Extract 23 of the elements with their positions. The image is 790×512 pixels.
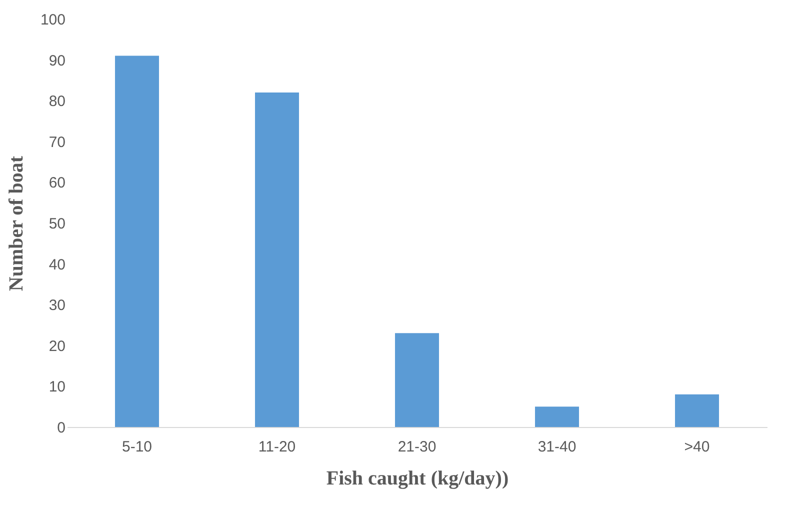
bar bbox=[395, 333, 439, 427]
x-axis-title: Fish caught (kg/day)) bbox=[326, 468, 509, 490]
y-tick-label: 10 bbox=[48, 378, 66, 396]
y-tick-label: 80 bbox=[48, 93, 66, 110]
y-tick-label: 70 bbox=[48, 134, 66, 151]
bar bbox=[535, 406, 579, 427]
x-tick-label: 21-30 bbox=[398, 438, 436, 456]
y-tick-label: 40 bbox=[48, 256, 66, 274]
x-tick-label: 11-20 bbox=[258, 438, 296, 456]
bar bbox=[255, 92, 299, 427]
y-axis-title: Number of boat bbox=[5, 156, 28, 292]
y-tick-label: 50 bbox=[48, 216, 66, 232]
x-tick-label: >40 bbox=[684, 438, 710, 456]
y-tick-label: 100 bbox=[40, 12, 66, 28]
bar bbox=[675, 394, 719, 427]
bar bbox=[115, 56, 159, 427]
y-tick-label: 90 bbox=[48, 52, 66, 70]
y-tick-label: 0 bbox=[57, 420, 66, 436]
x-tick-label: 31-40 bbox=[538, 438, 576, 456]
y-tick-label: 20 bbox=[48, 338, 66, 355]
x-tick-label: 5-10 bbox=[122, 438, 152, 456]
y-tick-label: 60 bbox=[48, 174, 66, 192]
y-tick-label: 30 bbox=[48, 297, 66, 314]
